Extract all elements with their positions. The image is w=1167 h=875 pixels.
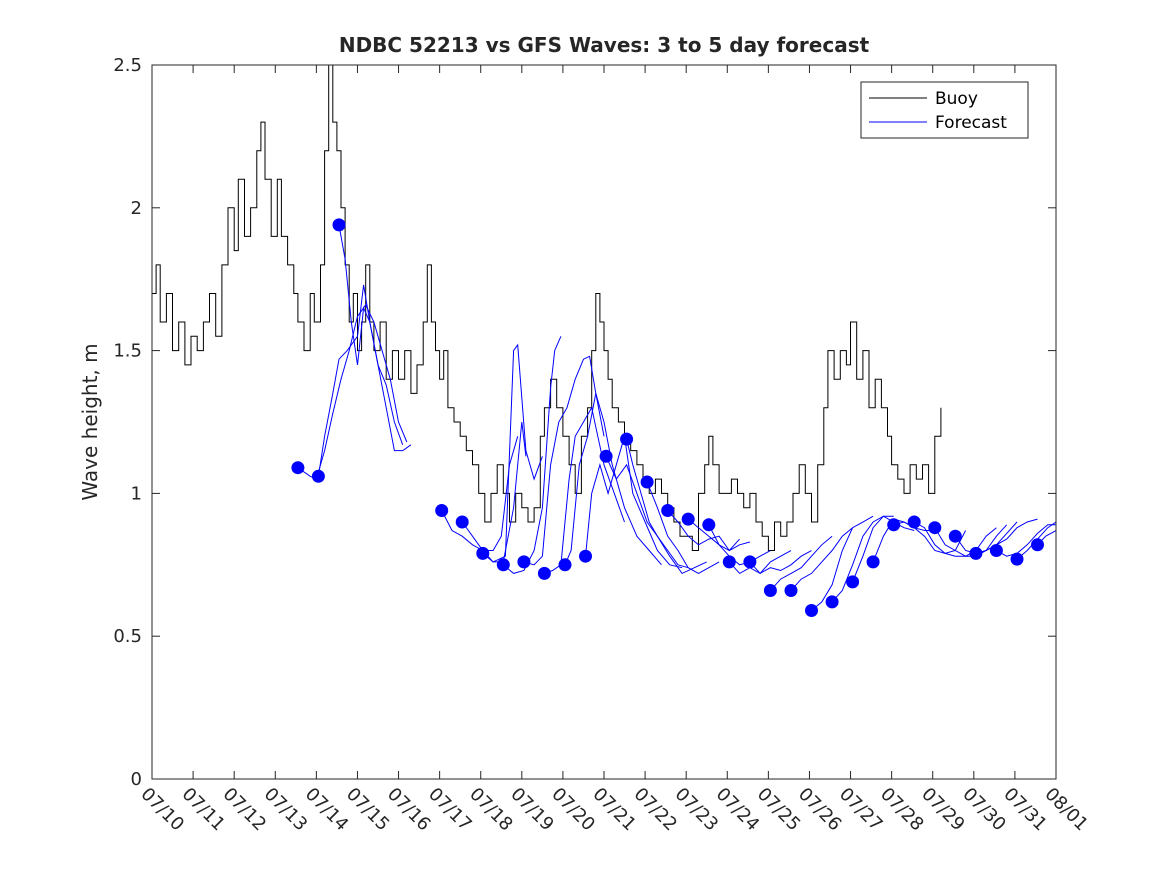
- forecast-marker: [743, 555, 757, 569]
- forecast-marker: [846, 575, 860, 589]
- forecast-line: [523, 355, 605, 566]
- forecast-marker: [599, 449, 613, 463]
- forecast-line: [708, 524, 771, 566]
- forecast-line: [544, 406, 625, 574]
- forecast-line: [996, 524, 1056, 557]
- forecast-marker: [579, 549, 592, 563]
- forecast-marker: [661, 504, 675, 517]
- forecast-markers: [291, 218, 1044, 617]
- forecast-marker: [620, 432, 634, 446]
- legend-box: [860, 81, 1029, 139]
- forecast-marker: [825, 595, 839, 609]
- forecast-marker: [496, 558, 510, 572]
- forecast-marker: [702, 518, 716, 532]
- forecast-marker: [969, 546, 983, 560]
- buoy-line: [152, 64, 942, 551]
- forecast-marker: [517, 555, 531, 569]
- forecast-line: [502, 336, 562, 574]
- forecast-line: [564, 393, 662, 566]
- forecast-marker: [558, 558, 572, 572]
- legend-label-buoy: Buoy: [935, 89, 978, 109]
- forecast-marker: [928, 521, 942, 535]
- forecast-marker: [1031, 538, 1044, 552]
- forecast-line: [626, 438, 707, 575]
- forecast-line: [790, 527, 853, 591]
- forecast-line: [749, 550, 812, 575]
- y-tick-label: 2: [131, 198, 142, 219]
- forecast-marker: [887, 518, 901, 532]
- forecast-line: [338, 224, 412, 452]
- forecast-marker: [640, 475, 654, 489]
- forecast-line: [667, 510, 740, 552]
- forecast-marker: [332, 218, 346, 232]
- forecast-line: [605, 456, 689, 569]
- legend: Buoy Forecast: [860, 81, 1029, 139]
- forecast-line: [482, 343, 543, 563]
- forecast-line: [317, 284, 404, 477]
- forecast-line: [975, 518, 1038, 554]
- forecast-marker: [476, 546, 490, 560]
- forecast-marker: [681, 512, 695, 526]
- forecast-line: [811, 515, 874, 611]
- forecast-marker: [722, 555, 736, 569]
- legend-label-forecast: Forecast: [935, 113, 1007, 133]
- forecast-marker: [989, 544, 1003, 557]
- y-tick-label: 1.5: [113, 341, 142, 362]
- forecast-marker: [784, 584, 798, 597]
- forecast-line: [770, 535, 833, 591]
- forecast-line: [913, 521, 997, 557]
- forecast-marker: [763, 584, 777, 597]
- forecast-marker: [805, 604, 818, 617]
- forecast-marker: [907, 515, 921, 529]
- forecast-marker: [1010, 552, 1024, 566]
- forecast-marker: [948, 529, 962, 543]
- buoy-series: [152, 64, 942, 551]
- forecast-marker: [866, 555, 880, 569]
- forecast-line: [852, 515, 915, 583]
- forecast-marker: [311, 469, 325, 483]
- axes-box: [151, 64, 1057, 780]
- y-tick-label: 0: [131, 769, 142, 790]
- y-tick-label: 1: [131, 483, 142, 504]
- forecast-marker: [537, 566, 551, 580]
- chart-title: NDBC 52213 vs GFS Waves: 3 to 5 day fore…: [339, 33, 870, 57]
- forecast-marker: [435, 504, 449, 517]
- forecast-line: [646, 481, 720, 574]
- y-tick-label: 0.5: [113, 626, 142, 647]
- y-tick-label: 2.5: [113, 55, 142, 76]
- forecast-marker: [291, 461, 305, 475]
- forecast-marker: [455, 515, 469, 529]
- y-axis-label: Wave height, m: [78, 343, 102, 500]
- forecast-line: [893, 521, 967, 554]
